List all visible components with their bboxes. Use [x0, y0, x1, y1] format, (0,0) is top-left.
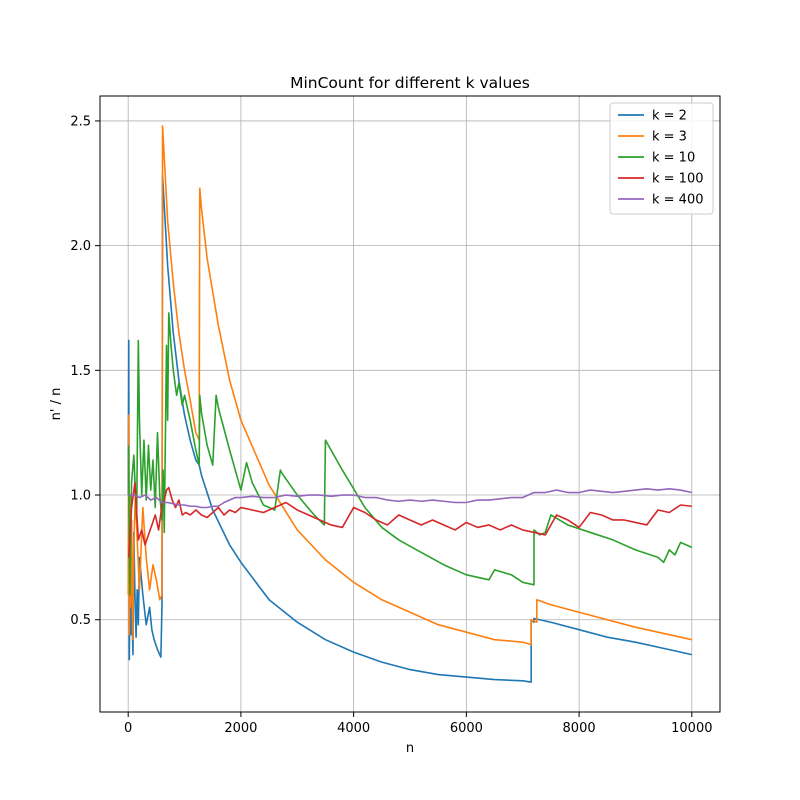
x-tick-label: 0	[124, 721, 132, 736]
y-tick-label: 0.5	[70, 613, 91, 628]
legend-label: k = 10	[652, 151, 695, 166]
x-tick-label: 10000	[671, 721, 712, 736]
legend-label: k = 2	[652, 109, 687, 124]
x-axis: 0 2000 4000 6000 8000 10000	[124, 712, 712, 736]
legend-label: k = 400	[652, 193, 704, 208]
x-tick-label: 8000	[563, 721, 596, 736]
y-tick-label: 2.5	[70, 114, 91, 129]
y-axis-title: n' / n	[49, 388, 64, 421]
series-line-5	[128, 487, 692, 509]
legend: k = 2 k = 3 k = 10 k = 100 k = 400	[609, 102, 714, 215]
series-line-4	[127, 481, 692, 558]
y-tick-label: 1.0	[70, 489, 91, 504]
x-axis-title: n	[406, 741, 414, 756]
legend-label: k = 100	[652, 172, 704, 187]
y-tick-label: 2.0	[70, 239, 91, 254]
legend-box	[609, 102, 714, 215]
y-tick-label: 1.5	[70, 364, 91, 379]
chart-title: MinCount for different k values	[290, 74, 530, 92]
x-tick-label: 4000	[337, 721, 370, 736]
y-axis: 0.5 1.0 1.5 2.0 2.5	[70, 114, 100, 628]
plot-frame	[99, 95, 721, 713]
x-tick-label: 6000	[450, 721, 483, 736]
series-layer	[127, 125, 693, 683]
legend-label: k = 3	[652, 130, 687, 145]
x-tick-label: 2000	[224, 721, 257, 736]
